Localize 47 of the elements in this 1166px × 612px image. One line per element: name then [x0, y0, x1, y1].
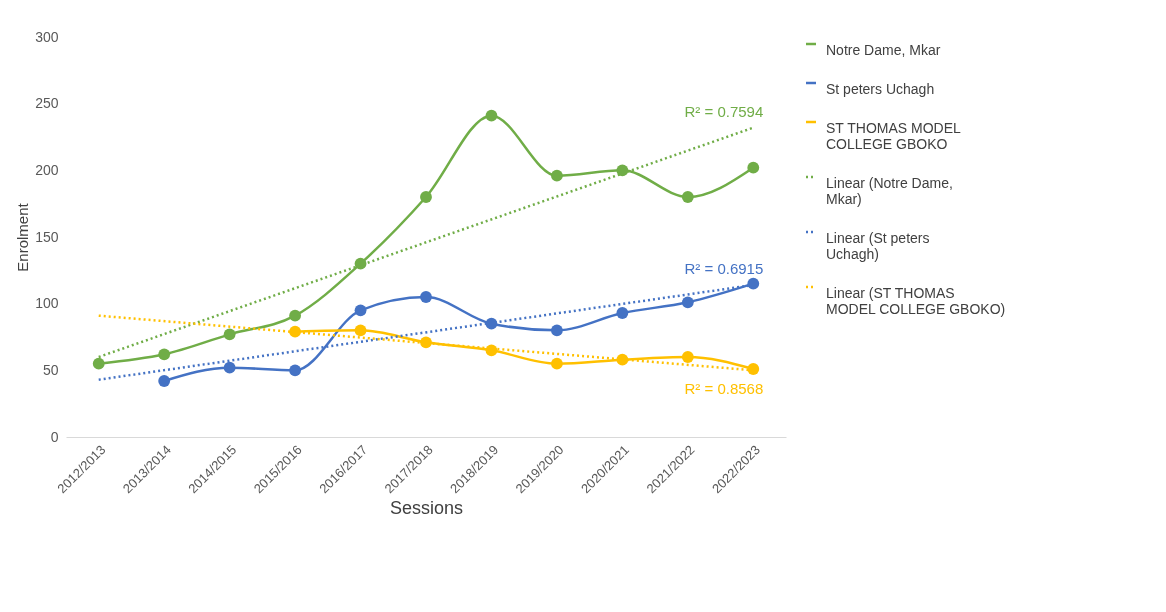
annotation: R² = 0.7594: [684, 102, 764, 120]
y-tick-label: 100: [35, 295, 59, 312]
point: [158, 375, 171, 387]
point: [420, 336, 432, 349]
point: [223, 328, 236, 341]
point: [550, 324, 563, 337]
point: [223, 361, 236, 374]
point: [354, 257, 367, 270]
y-tick-label: 200: [35, 161, 59, 178]
point: [747, 161, 760, 174]
point: [485, 344, 498, 357]
point: [289, 325, 302, 338]
annotation: R² = 0.8568: [684, 380, 764, 398]
point: [289, 364, 302, 377]
y-tick-label: 300: [35, 28, 59, 45]
point: [354, 304, 367, 317]
point: [681, 296, 694, 309]
point: [289, 309, 302, 322]
legend-label: St peters Uchagh: [826, 81, 935, 97]
point: [747, 363, 760, 375]
point: [681, 351, 694, 363]
point: [550, 357, 563, 370]
point: [158, 348, 171, 361]
legend-label: Linear (ST THOMAS MODEL COLLEGE GBOKO): [826, 285, 1006, 317]
point: [681, 191, 694, 203]
y-tick-label: 250: [35, 95, 59, 112]
point: [616, 307, 629, 319]
point: [92, 357, 105, 370]
legend-label: Linear (St peters Uchagh): [826, 230, 930, 262]
legend-label: Linear (Notre Dame, Mkar): [826, 175, 953, 207]
point: [550, 169, 563, 182]
y-axis-title: Enrolment: [14, 202, 32, 272]
y-tick-label: 150: [35, 228, 59, 245]
legend-label: ST THOMAS MODEL COLLEGE GBOKO: [826, 120, 962, 152]
point: [485, 109, 498, 122]
point: [420, 291, 432, 303]
y-tick-label: 50: [42, 361, 59, 378]
point: [616, 164, 629, 177]
point: [747, 277, 760, 290]
x-axis-title: Sessions: [389, 498, 464, 519]
annotation: R² = 0.6915: [684, 260, 764, 277]
point: [354, 324, 367, 337]
point: [616, 353, 629, 366]
point: [420, 191, 432, 203]
point: [485, 317, 498, 330]
y-tick-label: 0: [50, 428, 59, 445]
legend-label: Notre Dame, Mkar: [826, 42, 941, 58]
